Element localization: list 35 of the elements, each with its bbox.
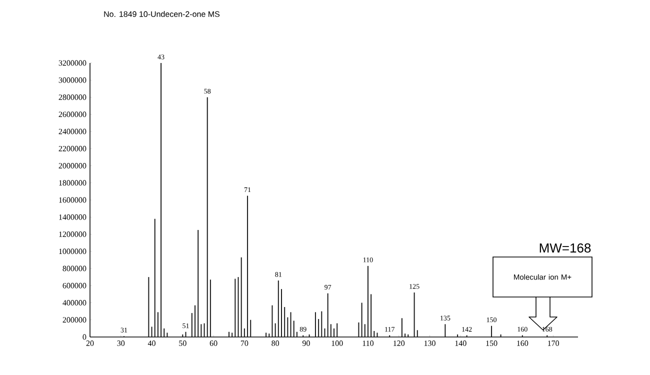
x-tick-label: 150 (486, 340, 498, 346)
x-tick-label: 140 (455, 340, 466, 346)
x-tick-label: 40 (148, 340, 156, 346)
x-tick-label: 110 (362, 340, 374, 346)
y-tick-label: 2800000 (58, 94, 86, 100)
x-tick-label: 160 (517, 340, 528, 346)
annotation: MW=168 (540, 243, 591, 253)
y-tick-label: 1000000 (59, 248, 86, 254)
y-tick-label: 2000000 (58, 163, 86, 168)
y-tick-label: 1200000 (59, 232, 86, 237)
y-tick-label: 1600000 (59, 197, 86, 203)
y-tick-label: 400000 (62, 300, 86, 306)
y-tick-label: 2400000 (58, 128, 86, 134)
y-tick-label: 0 (82, 334, 86, 340)
x-tick-label: 80 (272, 340, 280, 346)
x-tick-label: 170 (548, 340, 559, 346)
x-tick-label: 100 (332, 340, 343, 346)
y-tick-label: 1400000 (59, 214, 86, 220)
y-tick-label: 1800000 (59, 180, 86, 186)
x-tick-label: 20 (86, 340, 94, 346)
y-tick-label: 2600000 (58, 112, 86, 118)
x-tick-label: 90 (302, 340, 310, 346)
y-tick-label: 3200000 (58, 60, 86, 66)
chart-title: No. 1849 10-Undecen-2-one MS (104, 11, 220, 17)
x-tick-label: 130 (424, 340, 436, 346)
y-tick-label: 200000 (62, 317, 86, 323)
y-tick-label: 3000000 (58, 77, 86, 83)
y-tick-label: 2200000 (58, 146, 86, 152)
x-tick-label: 30 (117, 340, 125, 346)
x-tick-label: 60 (210, 340, 218, 346)
y-tick-label: 600000 (62, 282, 86, 288)
y-tick-label: 800000 (62, 266, 86, 272)
x-tick-label: 70 (240, 340, 248, 346)
x-tick-label: 50 (179, 340, 186, 346)
x-tick-label: 120 (394, 340, 405, 346)
